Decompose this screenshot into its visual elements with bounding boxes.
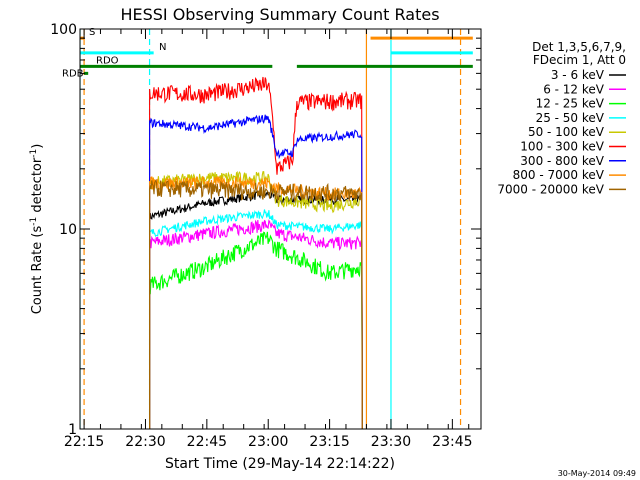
legend-entry-label: 3 - 6 keV: [551, 68, 605, 82]
vertical-markers: [80, 29, 462, 429]
legend-header-line-2: FDecim 1, Att 0: [533, 53, 626, 67]
x-tick-label: 22:15: [64, 434, 104, 450]
flag-bars: S N RDO RDB: [62, 27, 473, 79]
x-tick-label: 22:45: [187, 434, 227, 450]
y-tick-label: 100: [50, 22, 77, 38]
legend-entry-label: 12 - 25 keV: [536, 97, 605, 111]
y-tick-label: 10: [59, 222, 77, 238]
legend: Det 1,3,5,6,7,9, FDecim 1, Att 0 3 - 6 k…: [497, 40, 626, 196]
flag-label-rdo: RDO: [96, 55, 119, 66]
legend-entry-label: 50 - 100 keV: [528, 125, 605, 139]
y-axis-label-end: ): [30, 144, 45, 149]
chart-title: HESSI Observing Summary Count Rates: [120, 5, 439, 24]
legend-entry-label: 25 - 50 keV: [536, 111, 605, 125]
y-tick-label: 1: [68, 422, 77, 438]
x-tick-label: 23:15: [309, 434, 349, 450]
legend-entry-label: 800 - 7000 keV: [513, 168, 605, 182]
series-line: [149, 76, 363, 429]
y-axis-label-main: Count Rate (s: [30, 226, 45, 315]
series-line: [149, 209, 363, 429]
y-axis-label-mid: detector: [30, 157, 45, 217]
legend-entry-label: 300 - 800 keV: [520, 154, 604, 168]
x-tick-label: 23:30: [371, 434, 411, 450]
axis-ticks: 22:15 22:30 22:45 23:00 23:15 23:30 23:45 1 10 10…: [50, 22, 481, 450]
x-tick-label: 23:45: [432, 434, 472, 450]
series-lines: [149, 76, 363, 429]
flag-label-rdb: RDB: [62, 68, 84, 79]
series-line: [149, 114, 363, 429]
legend-entry-label: 7000 - 20000 keV: [497, 182, 604, 196]
y-axis-label-sup: -1: [29, 217, 39, 226]
plot-frame: [79, 28, 482, 430]
y-axis-label: Count Rate (s-1 detector-1): [29, 144, 45, 315]
series-line: [149, 178, 363, 429]
series-line: [149, 219, 363, 429]
x-tick-label: 23:00: [248, 434, 288, 450]
legend-header-line-1: Det 1,3,5,6,7,9,: [532, 40, 626, 54]
flag-label-n: N: [159, 42, 166, 53]
series-line: [149, 231, 363, 429]
x-axis-label: Start Time (29-May-14 22:14:22): [165, 456, 395, 472]
legend-entry-label: 6 - 12 keV: [543, 82, 605, 96]
x-tick-label: 22:30: [125, 434, 165, 450]
series-line: [149, 175, 363, 429]
y-axis-label-sup2: -1: [29, 149, 39, 158]
flag-label-s: S: [89, 27, 95, 38]
legend-entry-label: 100 - 300 keV: [520, 140, 604, 154]
date-stamp: 30-May-2014 09:49: [558, 469, 636, 478]
